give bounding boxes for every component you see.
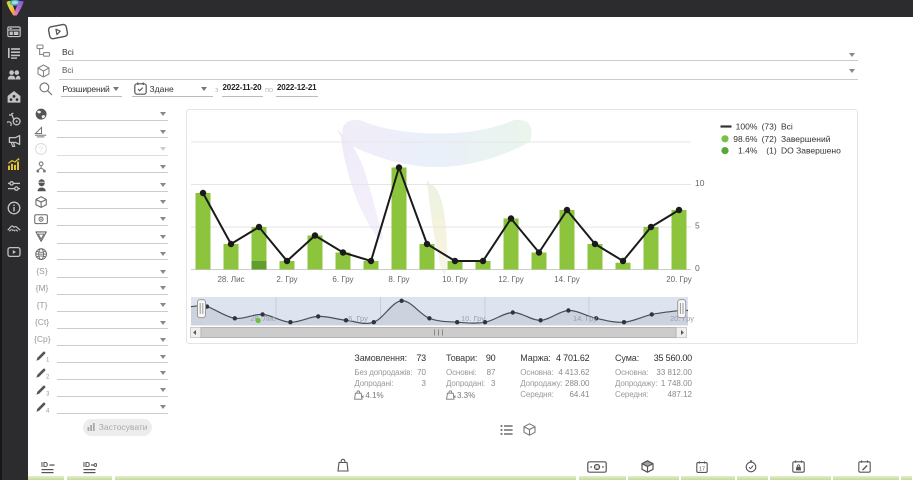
svg-text:10. Гру: 10. Гру [461,314,485,323]
svg-text:1: 1 [46,357,50,364]
svg-text:20. Гру: 20. Гру [666,275,692,284]
svg-text:12. Гру: 12. Гру [498,275,524,284]
svg-text:14. Гру: 14. Гру [554,275,580,284]
svg-text:Завершений: Завершений [781,134,831,144]
svg-text:6. Гру: 6. Гру [348,314,368,323]
svg-text:98.6%: 98.6% [733,134,758,144]
svg-text:20. Гру: 20. Гру [670,314,694,323]
svg-text:3: 3 [46,390,50,397]
svg-text:14. Гру: 14. Гру [573,314,597,323]
svg-text:0: 0 [595,465,599,471]
svg-text:ID: ID [41,462,48,469]
svg-text:Всі: Всі [781,122,793,132]
svg-text:(72): (72) [762,134,777,144]
svg-text:5: 5 [695,221,700,231]
svg-text:1.4%: 1.4% [738,146,758,156]
svg-text:6. Гру: 6. Гру [332,275,353,284]
svg-text:?: ? [39,145,43,154]
svg-text:8. Гру: 8. Гру [388,275,409,284]
svg-text:4: 4 [46,407,50,414]
svg-text:10: 10 [695,178,705,188]
svg-text:100%: 100% [736,122,758,132]
svg-text:17: 17 [699,467,705,473]
svg-text:2: 2 [46,373,50,380]
svg-text:(1): (1) [766,146,777,156]
svg-text:28. Лис: 28. Лис [217,275,244,284]
svg-text:10. Гру: 10. Гру [442,275,468,284]
svg-text:2. Гру: 2. Гру [276,275,297,284]
svg-text:28. Лис: 28. Лис [250,314,276,323]
svg-text:(73): (73) [762,122,777,132]
svg-text:ID: ID [83,462,90,469]
svg-text:DO Завершено: DO Завершено [781,146,841,156]
svg-text:0: 0 [695,263,700,273]
